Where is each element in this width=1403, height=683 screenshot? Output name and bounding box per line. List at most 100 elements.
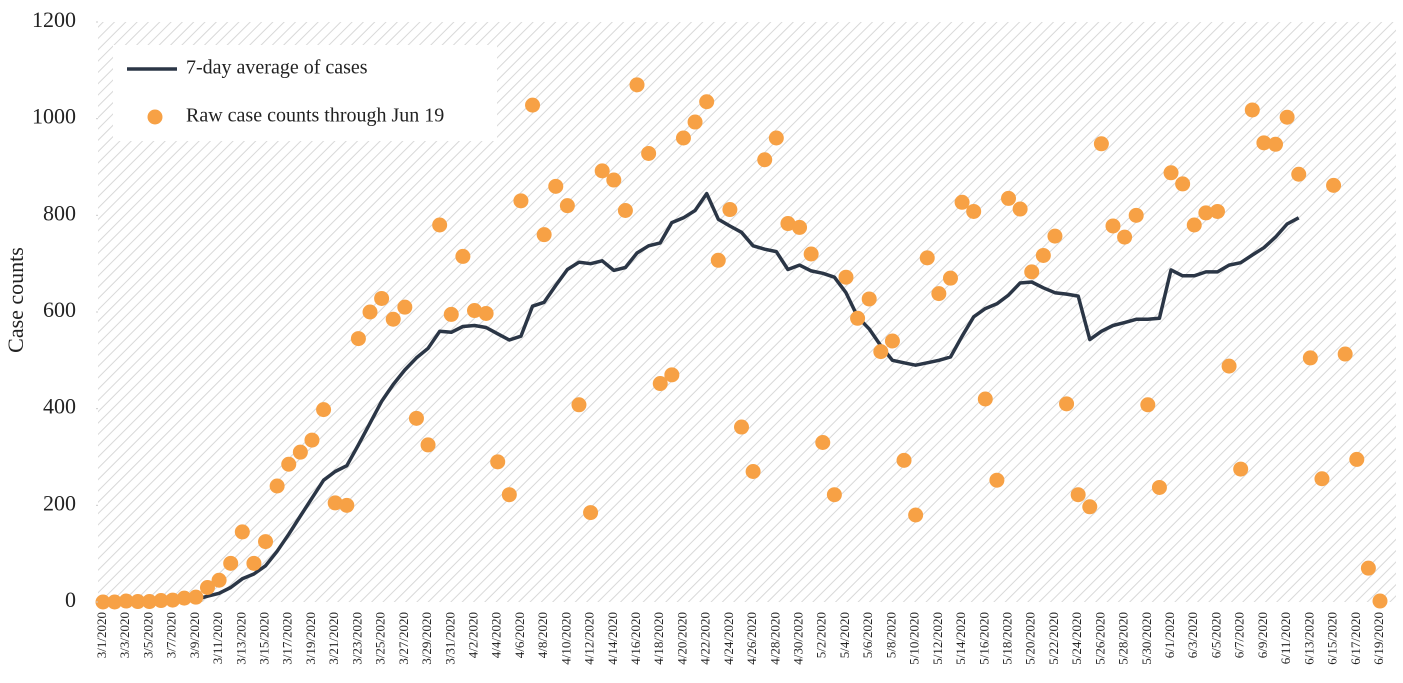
case-dot: [466, 303, 482, 319]
case-dot: [942, 270, 958, 286]
x-tick-label: 6/3/2020: [1185, 612, 1200, 658]
case-dot: [513, 193, 529, 209]
case-dot: [95, 594, 111, 610]
y-tick-label: 200: [43, 490, 76, 515]
case-dot: [1302, 350, 1318, 366]
case-dot: [954, 194, 970, 210]
legend-label: Raw case counts through Jun 19: [186, 105, 444, 127]
x-tick-label: 3/19/2020: [303, 612, 318, 665]
case-dot: [188, 589, 204, 605]
case-dot: [385, 311, 401, 327]
case-dot: [1035, 247, 1051, 263]
x-tick-label: 3/23/2020: [349, 612, 364, 665]
x-tick-label: 6/13/2020: [1301, 612, 1316, 665]
case-dot: [211, 572, 227, 588]
case-dot: [838, 269, 854, 285]
x-tick-label: 3/11/2020: [210, 612, 225, 664]
case-dot: [1105, 218, 1121, 234]
x-tick-label: 4/18/2020: [651, 612, 666, 665]
case-dot: [1047, 228, 1063, 244]
case-dot: [1337, 346, 1353, 362]
x-tick-label: 3/9/2020: [187, 612, 202, 658]
x-tick-label: 4/2/2020: [465, 612, 480, 658]
case-dot: [571, 397, 587, 413]
x-tick-label: 4/24/2020: [721, 612, 736, 665]
case-dot: [432, 217, 448, 233]
case-dot: [1012, 201, 1028, 217]
x-tick-label: 4/14/2020: [605, 612, 620, 665]
x-tick-label: 5/4/2020: [837, 612, 852, 658]
x-tick-label: 5/24/2020: [1069, 612, 1084, 665]
case-dot: [850, 310, 866, 326]
case-dot: [803, 246, 819, 262]
case-dot: [896, 452, 912, 468]
x-tick-label: 5/18/2020: [999, 612, 1014, 665]
x-tick-label: 3/29/2020: [419, 612, 434, 665]
x-tick-label: 3/27/2020: [396, 612, 411, 665]
case-dot: [107, 594, 123, 610]
x-tick-label: 4/22/2020: [698, 612, 713, 665]
case-dot: [281, 456, 297, 472]
case-dot: [1291, 166, 1307, 182]
x-tick-label: 4/16/2020: [628, 612, 643, 665]
case-dot: [919, 250, 935, 266]
legend-label: 7-day average of cases: [186, 57, 368, 79]
x-tick-label: 6/1/2020: [1162, 612, 1177, 658]
case-dot: [734, 419, 749, 435]
case-dot: [269, 478, 285, 494]
x-tick-label: 3/3/2020: [117, 612, 132, 658]
case-dot: [1268, 136, 1284, 152]
case-dot: [536, 227, 552, 243]
case-dot: [1360, 560, 1376, 576]
x-tick-label: 5/12/2020: [930, 612, 945, 665]
case-dot: [1001, 190, 1017, 206]
x-tick-label: 5/10/2020: [907, 612, 922, 665]
case-dot: [989, 472, 1005, 488]
case-dot: [1349, 451, 1365, 467]
case-dot: [780, 216, 796, 232]
x-tick-label: 5/20/2020: [1023, 612, 1038, 665]
case-dot: [1070, 487, 1086, 503]
x-tick-label: 3/31/2020: [442, 612, 457, 665]
case-dot: [699, 94, 715, 110]
case-dot: [1186, 217, 1202, 233]
x-tick-label: 5/30/2020: [1139, 612, 1154, 665]
case-dot: [617, 203, 633, 218]
case-dot: [246, 555, 262, 571]
legend-dot: [147, 109, 163, 125]
y-tick-label: 600: [43, 297, 76, 322]
case-dot: [118, 593, 134, 609]
case-dot: [292, 444, 308, 460]
case-dot: [559, 198, 575, 214]
x-tick-label: 6/7/2020: [1232, 612, 1247, 658]
x-tick-label: 3/13/2020: [233, 612, 248, 665]
x-tick-label: 3/7/2020: [164, 612, 179, 658]
case-dot: [664, 367, 680, 383]
case-dot: [931, 286, 947, 302]
case-dot: [966, 203, 982, 219]
case-dot: [490, 454, 506, 470]
x-tick-label: 5/22/2020: [1046, 612, 1061, 665]
case-dot: [1117, 229, 1133, 245]
case-dot: [675, 130, 691, 146]
x-tick-label: 3/5/2020: [140, 612, 155, 658]
x-tick-label: 6/9/2020: [1255, 612, 1270, 658]
case-dot: [1128, 207, 1144, 223]
case-dot: [1163, 165, 1179, 181]
x-tick-label: 5/2/2020: [814, 612, 829, 658]
case-dot: [374, 290, 390, 306]
case-dot: [420, 437, 436, 453]
x-tick-label: 5/14/2020: [953, 612, 968, 665]
case-dot: [1198, 205, 1214, 221]
x-tick-label: 4/12/2020: [582, 612, 597, 665]
case-dot: [1175, 176, 1191, 192]
x-tick-label: 3/25/2020: [373, 612, 388, 665]
case-dot: [153, 593, 169, 609]
case-dot: [1279, 109, 1295, 125]
case-dot: [884, 333, 900, 349]
x-tick-label: 5/8/2020: [883, 612, 898, 658]
case-dot: [1221, 358, 1237, 374]
case-dot: [815, 435, 831, 450]
case-dot: [1059, 396, 1075, 412]
case-dot: [443, 306, 459, 322]
